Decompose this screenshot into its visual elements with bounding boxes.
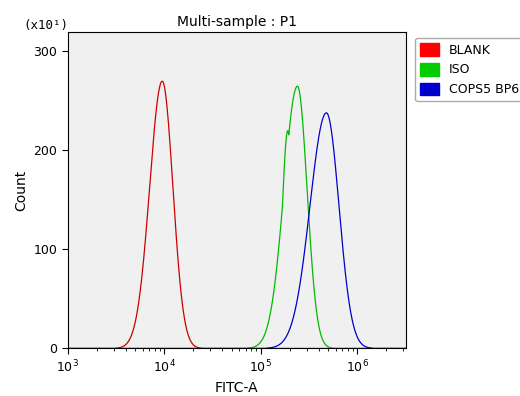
X-axis label: FITC-A: FITC-A <box>215 381 258 395</box>
Legend: BLANK, ISO, COPS5 BP62: BLANK, ISO, COPS5 BP62 <box>415 38 520 101</box>
Y-axis label: Count: Count <box>14 169 28 211</box>
Text: (x10¹): (x10¹) <box>24 19 69 32</box>
Title: Multi-sample : P1: Multi-sample : P1 <box>177 15 296 29</box>
